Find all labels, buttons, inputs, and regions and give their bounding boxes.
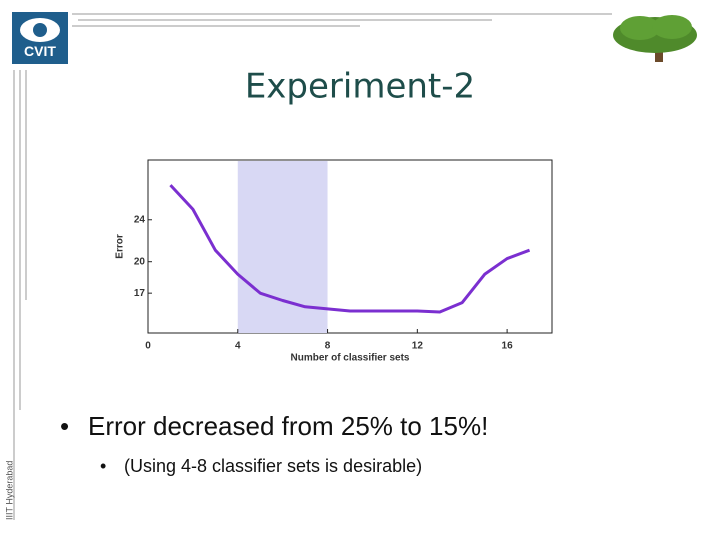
x-tick-label: 12 [412,341,424,352]
decoration [13,13,612,520]
plot-area [147,159,553,334]
x-tick-label: 8 [325,341,331,352]
logo: CVIT [12,12,68,64]
logo-text: CVIT [24,43,56,59]
bullet-text: Error decreased from 25% to 15%! [88,411,488,441]
y-axis-label: Error [115,234,126,259]
y-tick-label: 20 [134,256,146,267]
line [169,184,531,314]
bullet-text: (Using 4-8 classifier sets is desirable) [124,456,422,476]
x-axis-label: Number of classifier sets [291,353,410,364]
bullet: • [60,411,69,441]
chart: 0 4 8 12 16 17 20 24 Number of classifier sets Er… [115,159,553,364]
y-tick-label: 24 [134,214,146,225]
tree-icon [613,15,697,62]
bullet: • [100,456,106,476]
x-tick-label: 0 [145,341,151,352]
x-tick-label: 16 [502,341,514,352]
x-tick-label: 4 [235,341,241,352]
slide-title: Experiment-2 [245,67,475,107]
side-text: IIIT Hyderabad [4,461,14,520]
y-tick-label: 17 [134,288,146,299]
highlight-band [237,161,328,333]
